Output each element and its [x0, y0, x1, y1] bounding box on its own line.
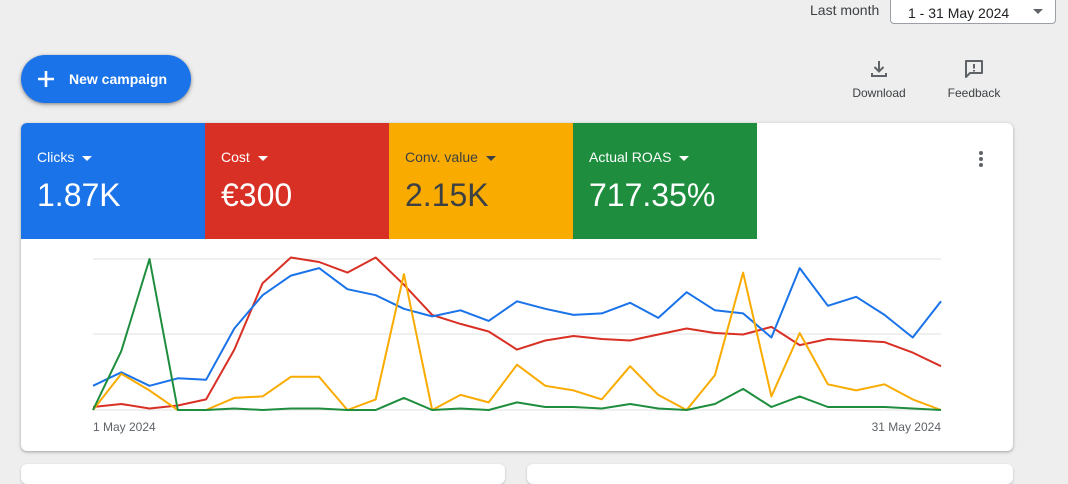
performance-card: Clicks 1.87K Cost €300 Conv. value 2.15K…: [21, 123, 1013, 451]
scorecard-label: Conv. value: [405, 149, 496, 165]
scorecard-conv-value[interactable]: Conv. value 2.15K: [389, 123, 573, 239]
date-range-label: Last month: [810, 2, 880, 18]
scorecard-cost[interactable]: Cost €300: [205, 123, 389, 239]
x-axis-end-label: 31 May 2024: [872, 420, 942, 434]
scorecard-value: 717.35%: [589, 177, 716, 213]
scorecard-label: Clicks: [37, 149, 93, 165]
date-range-select[interactable]: 1 - 31 May 2024: [890, 0, 1056, 24]
next-card: [21, 464, 505, 484]
scorecard-value: 1.87K: [37, 177, 121, 213]
chart-gridlines: [93, 258, 941, 411]
scorecard-value: €300: [221, 177, 293, 213]
more-vert-icon[interactable]: [971, 149, 991, 169]
scorecard-actual-roas[interactable]: Actual ROAS 717.35%: [573, 123, 757, 239]
caret-down-icon: [82, 155, 93, 161]
feedback-button[interactable]: Feedback: [940, 58, 1008, 100]
chevron-down-icon: [1033, 9, 1043, 14]
plus-icon: [38, 71, 54, 87]
next-card: [527, 464, 1013, 484]
series-line-conv-value: [92, 271, 942, 411]
series-line-cost: [92, 256, 942, 410]
caret-down-icon: [679, 155, 690, 161]
new-campaign-label: New campaign: [69, 71, 168, 87]
download-icon: [871, 61, 887, 77]
scorecard-label: Cost: [221, 149, 268, 165]
caret-down-icon: [257, 155, 268, 161]
new-campaign-button[interactable]: New campaign: [21, 55, 191, 103]
performance-chart: 1 May 2024 31 May 2024: [92, 256, 942, 434]
date-range-value: 1 - 31 May 2024: [908, 5, 1010, 21]
download-button[interactable]: Download: [846, 58, 912, 100]
download-label: Download: [852, 86, 906, 100]
scorecard-label: Actual ROAS: [589, 149, 690, 165]
caret-down-icon: [485, 155, 496, 161]
series-line-actual-roas: [92, 258, 942, 411]
chart-series: [92, 256, 942, 411]
scorecard-value: 2.15K: [405, 177, 489, 213]
feedback-icon: [965, 60, 983, 78]
x-axis-start-label: 1 May 2024: [93, 420, 156, 434]
scorecard-clicks[interactable]: Clicks 1.87K: [21, 123, 205, 239]
feedback-label: Feedback: [947, 86, 1001, 100]
series-line-clicks: [92, 267, 942, 387]
